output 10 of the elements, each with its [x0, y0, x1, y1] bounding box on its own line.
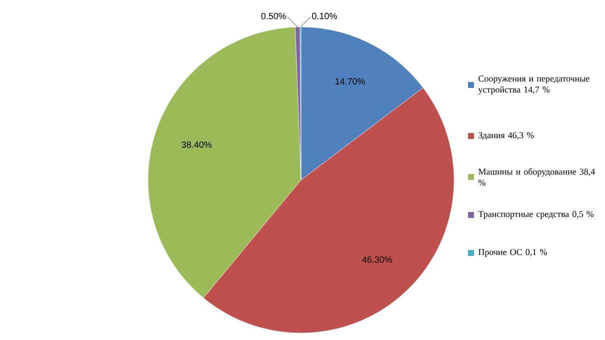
data-label: 46.30%: [362, 256, 392, 263]
legend-label: Машины и оборудование 38,4 %: [478, 168, 595, 186]
data-label: 38.40%: [182, 141, 212, 148]
data-label: 0.10%: [312, 12, 337, 20]
legend-label: Сооружения и передаточные устройства 14,7 %: [478, 76, 590, 94]
legend-label: Здания 46,3 %: [478, 132, 534, 140]
data-label: 14.70%: [336, 78, 366, 85]
data-label: 0.50%: [261, 12, 286, 20]
legend-label: Транспортные средства 0,5 %: [478, 211, 594, 219]
legend-label: Прочие ОС 0,1 %: [478, 249, 547, 257]
